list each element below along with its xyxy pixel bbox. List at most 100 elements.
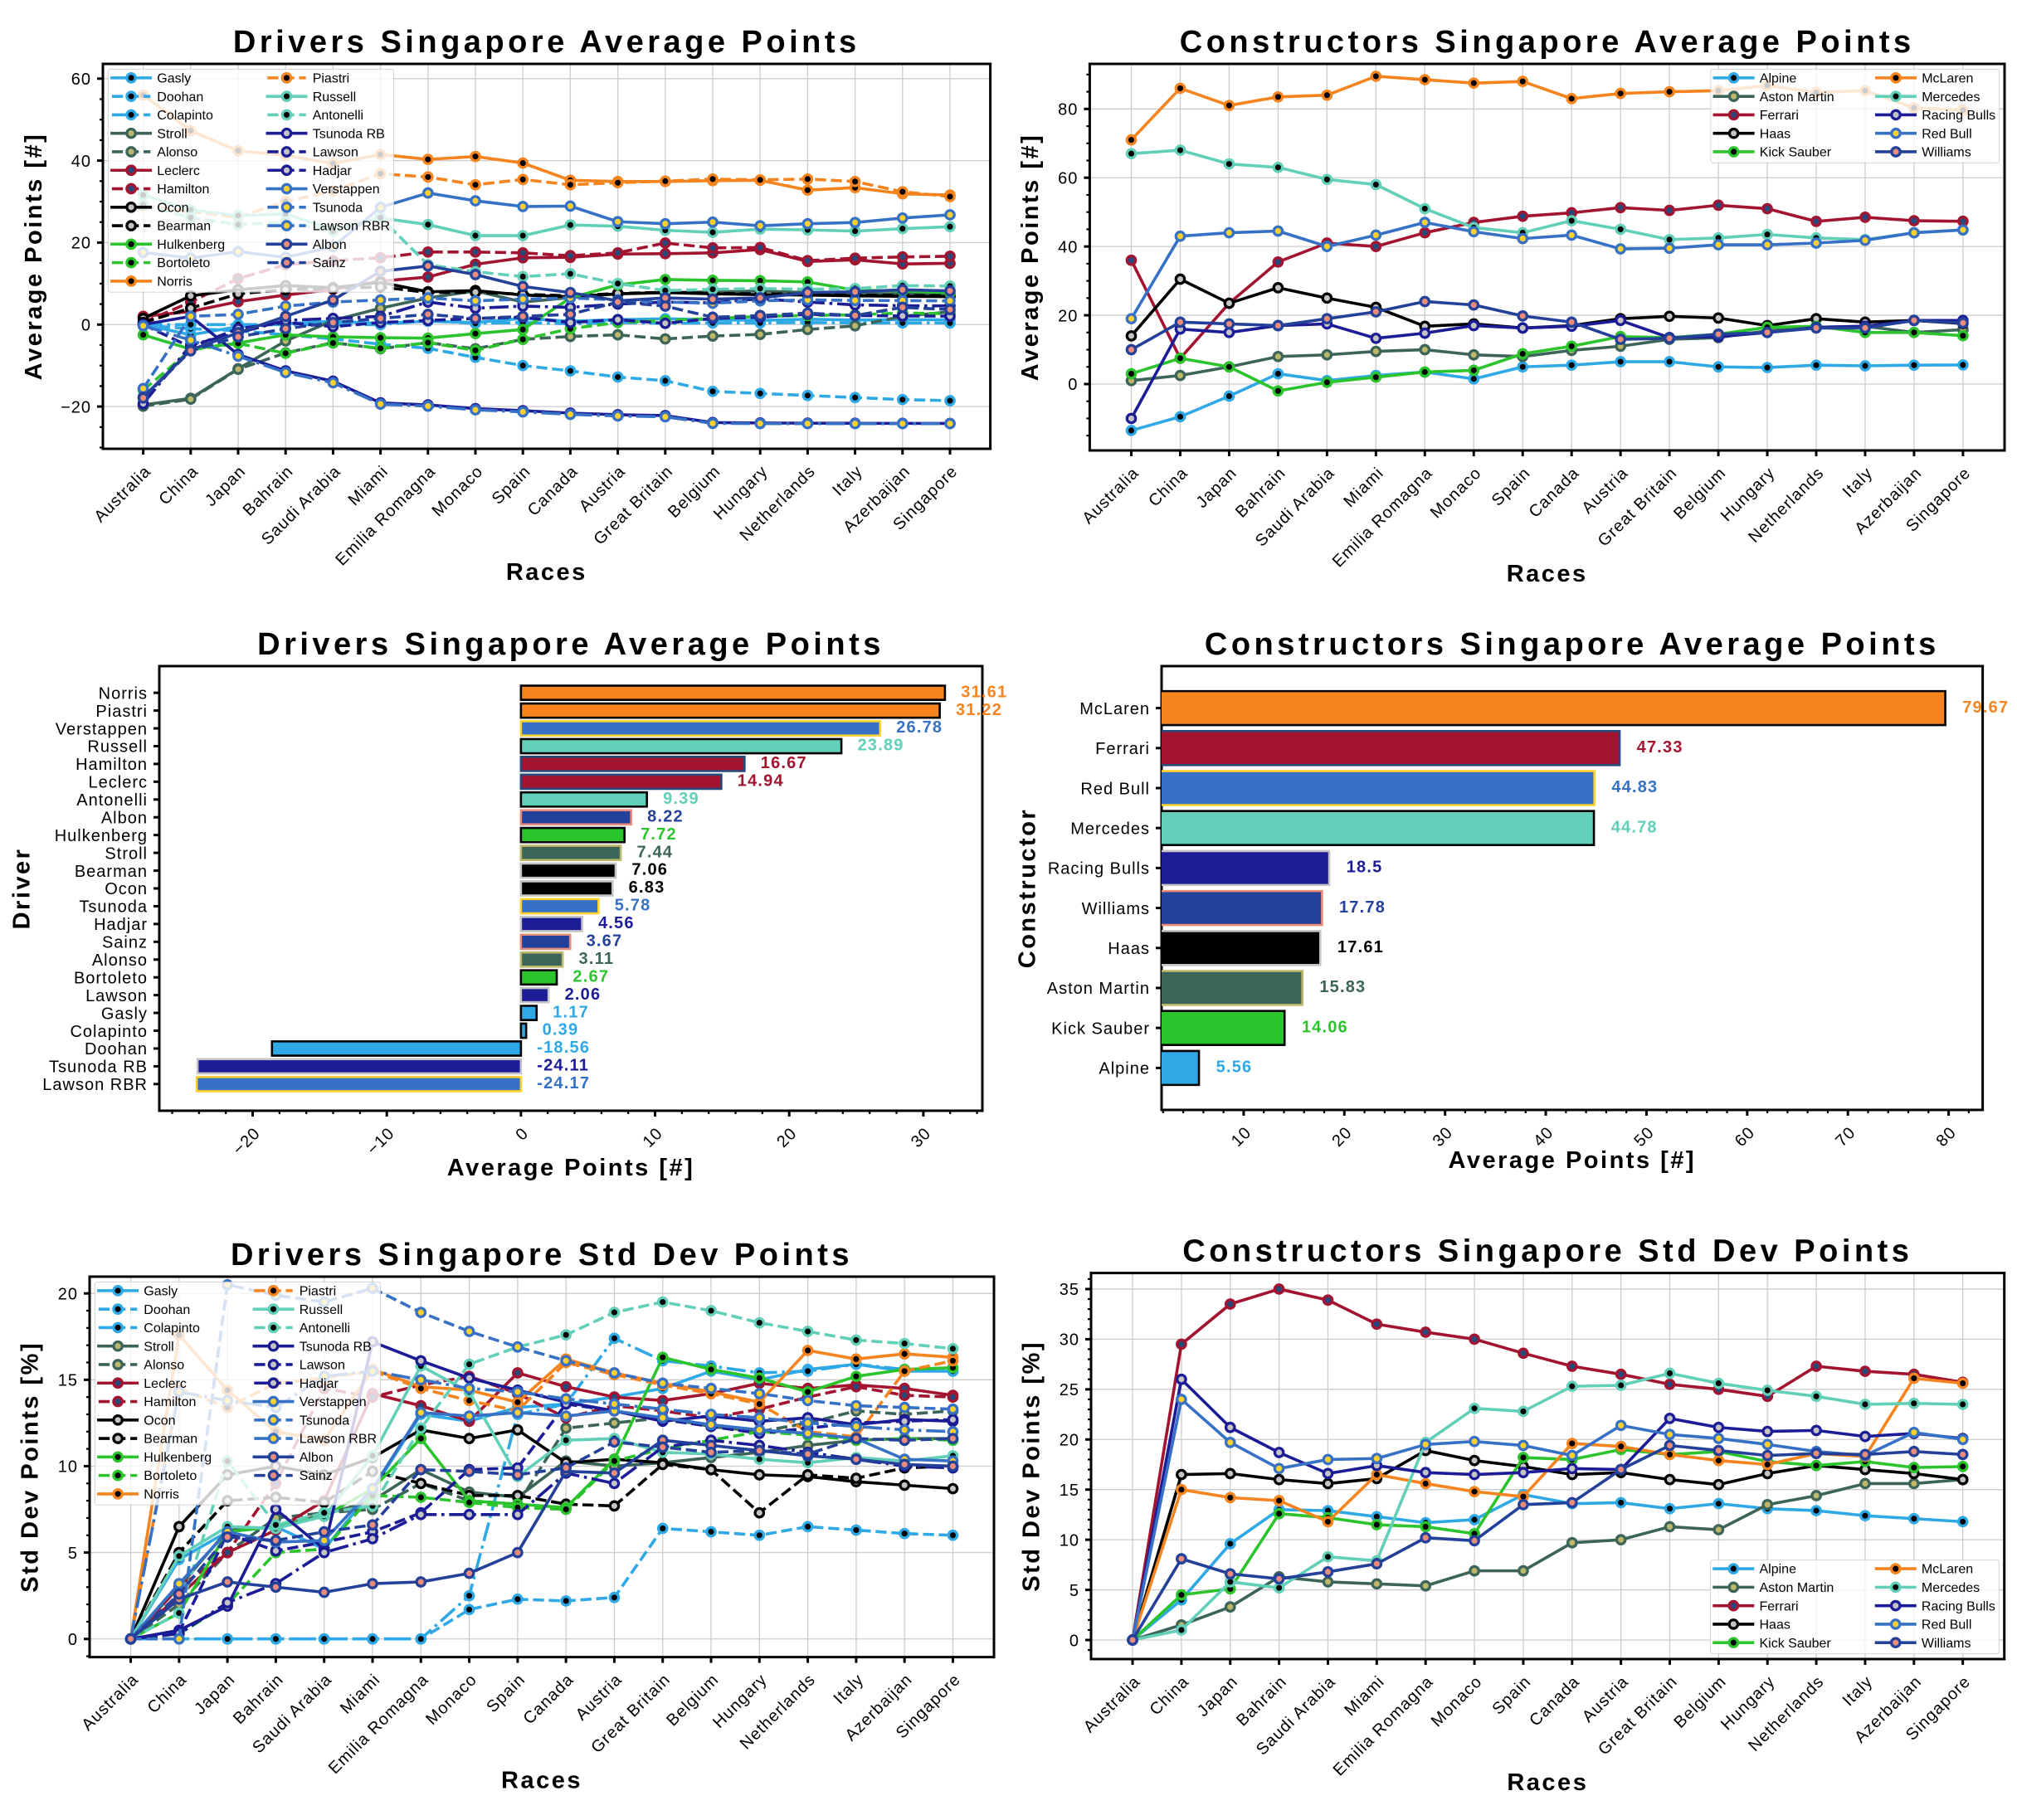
svg-text:Average Points [#]: Average Points [#]	[447, 1155, 695, 1181]
svg-text:Ocon: Ocon	[157, 201, 188, 215]
svg-text:15.83: 15.83	[1319, 978, 1366, 996]
svg-text:Races: Races	[1507, 1769, 1588, 1796]
svg-text:Haas: Haas	[1759, 1618, 1790, 1633]
svg-text:Hamilton: Hamilton	[157, 182, 209, 197]
svg-text:1.17: 1.17	[553, 1003, 589, 1021]
svg-text:0: 0	[1068, 376, 1078, 394]
svg-text:47.33: 47.33	[1637, 738, 1683, 757]
svg-text:0: 0	[68, 1631, 78, 1649]
svg-text:Alpine: Alpine	[1099, 1060, 1150, 1078]
svg-text:Drivers Singapore Std Dev Poin: Drivers Singapore Std Dev Points	[231, 1238, 853, 1273]
svg-text:Russell: Russell	[300, 1303, 343, 1317]
svg-text:Bortoleto: Bortoleto	[144, 1469, 197, 1483]
svg-text:Races: Races	[506, 559, 587, 586]
svg-text:60: 60	[1058, 169, 1078, 187]
svg-text:Hamilton: Hamilton	[144, 1395, 196, 1409]
svg-text:Lawson: Lawson	[313, 146, 358, 160]
svg-text:Alonso: Alonso	[92, 951, 148, 970]
svg-text:-24.11: -24.11	[537, 1057, 589, 1075]
svg-text:0: 0	[1069, 1632, 1079, 1650]
svg-text:17.78: 17.78	[1339, 898, 1386, 917]
svg-text:79.67: 79.67	[1962, 698, 2009, 717]
svg-text:14.94: 14.94	[738, 772, 784, 791]
svg-text:10: 10	[1060, 1531, 1079, 1550]
svg-text:Tsunoda RB: Tsunoda RB	[49, 1058, 148, 1077]
svg-text:Alonso: Alonso	[144, 1359, 184, 1373]
svg-text:Norris: Norris	[99, 684, 148, 703]
svg-text:Leclerc: Leclerc	[157, 164, 200, 178]
svg-text:15: 15	[1060, 1482, 1079, 1500]
svg-text:Williams: Williams	[1922, 1637, 1971, 1651]
svg-text:−20: −20	[61, 398, 91, 416]
svg-text:Haas: Haas	[1108, 940, 1150, 958]
svg-text:40: 40	[71, 153, 91, 171]
svg-text:20: 20	[1058, 307, 1078, 325]
svg-text:Racing Bulls: Racing Bulls	[1922, 1599, 1995, 1613]
svg-text:Gasly: Gasly	[144, 1284, 178, 1298]
svg-text:17.61: 17.61	[1337, 938, 1384, 956]
svg-text:-18.56: -18.56	[537, 1039, 590, 1057]
svg-text:Hamilton: Hamilton	[76, 756, 148, 774]
svg-text:4.56: 4.56	[598, 914, 635, 932]
svg-text:25: 25	[1060, 1381, 1079, 1399]
svg-text:60: 60	[71, 71, 91, 89]
svg-text:Verstappen: Verstappen	[300, 1395, 367, 1409]
svg-text:Std Dev Points [%]: Std Dev Points [%]	[1019, 1341, 1045, 1592]
svg-text:40: 40	[1058, 238, 1078, 256]
svg-text:10: 10	[58, 1458, 78, 1477]
svg-text:Bearman: Bearman	[144, 1433, 197, 1447]
svg-text:Hulkenberg: Hulkenberg	[157, 238, 225, 252]
svg-text:44.83: 44.83	[1611, 778, 1658, 796]
svg-text:Russell: Russell	[313, 90, 356, 105]
svg-text:Constructors Singapore Average: Constructors Singapore Average Points	[1205, 627, 1940, 662]
svg-text:Norris: Norris	[157, 275, 192, 290]
svg-text:20: 20	[71, 235, 91, 253]
svg-text:Racing Bulls: Racing Bulls	[1922, 109, 1995, 123]
svg-text:Albon: Albon	[101, 809, 148, 827]
svg-text:Bearman: Bearman	[157, 220, 211, 234]
svg-text:Hadjar: Hadjar	[313, 164, 353, 178]
svg-text:Races: Races	[501, 1768, 582, 1794]
svg-text:15: 15	[58, 1372, 78, 1390]
svg-text:Doohan: Doohan	[85, 1040, 148, 1058]
svg-text:Piastri: Piastri	[300, 1284, 336, 1298]
svg-text:Sainz: Sainz	[300, 1469, 333, 1483]
svg-text:Hulkenberg: Hulkenberg	[144, 1451, 212, 1465]
svg-text:18.5: 18.5	[1347, 859, 1383, 877]
svg-text:Russell: Russell	[87, 738, 148, 757]
svg-text:Verstappen: Verstappen	[56, 720, 148, 738]
svg-text:Races: Races	[1507, 561, 1588, 587]
svg-text:7.06: 7.06	[631, 861, 668, 879]
svg-text:Lawson RBR: Lawson RBR	[42, 1076, 148, 1094]
svg-text:80: 80	[1058, 101, 1078, 119]
svg-text:Alpine: Alpine	[1759, 1563, 1796, 1577]
svg-text:31.61: 31.61	[961, 683, 1007, 701]
svg-text:Sainz: Sainz	[313, 256, 346, 270]
svg-text:Lawson RBR: Lawson RBR	[313, 220, 390, 234]
svg-text:5.78: 5.78	[615, 897, 651, 915]
svg-text:Constructors Singapore Average: Constructors Singapore Average Points	[1180, 25, 1915, 60]
svg-text:Std Dev Points [%]: Std Dev Points [%]	[17, 1341, 44, 1593]
svg-text:Lawson: Lawson	[300, 1359, 345, 1373]
svg-text:-24.17: -24.17	[537, 1074, 590, 1092]
svg-text:5: 5	[68, 1545, 78, 1563]
svg-text:Hadjar: Hadjar	[94, 916, 148, 934]
svg-text:McLaren: McLaren	[1922, 1563, 1973, 1577]
svg-text:Stroll: Stroll	[144, 1340, 173, 1354]
svg-text:Sainz: Sainz	[102, 934, 148, 952]
svg-text:20: 20	[58, 1285, 78, 1303]
svg-text:Albon: Albon	[313, 238, 347, 252]
svg-text:7.72: 7.72	[641, 825, 677, 844]
svg-text:Red Bull: Red Bull	[1080, 780, 1150, 798]
svg-text:Williams: Williams	[1922, 146, 1971, 160]
svg-text:Bortoleto: Bortoleto	[157, 256, 210, 270]
svg-text:8.22: 8.22	[647, 807, 684, 825]
svg-text:30: 30	[1060, 1331, 1079, 1350]
svg-text:Hadjar: Hadjar	[300, 1377, 339, 1391]
svg-text:Ferrari: Ferrari	[1760, 109, 1799, 123]
svg-text:Verstappen: Verstappen	[313, 182, 380, 197]
svg-text:Gasly: Gasly	[101, 1005, 148, 1023]
svg-text:Constructor: Constructor	[1015, 808, 1041, 968]
svg-text:Lawson: Lawson	[85, 987, 148, 1005]
svg-text:Average Points [#]: Average Points [#]	[1449, 1147, 1697, 1174]
